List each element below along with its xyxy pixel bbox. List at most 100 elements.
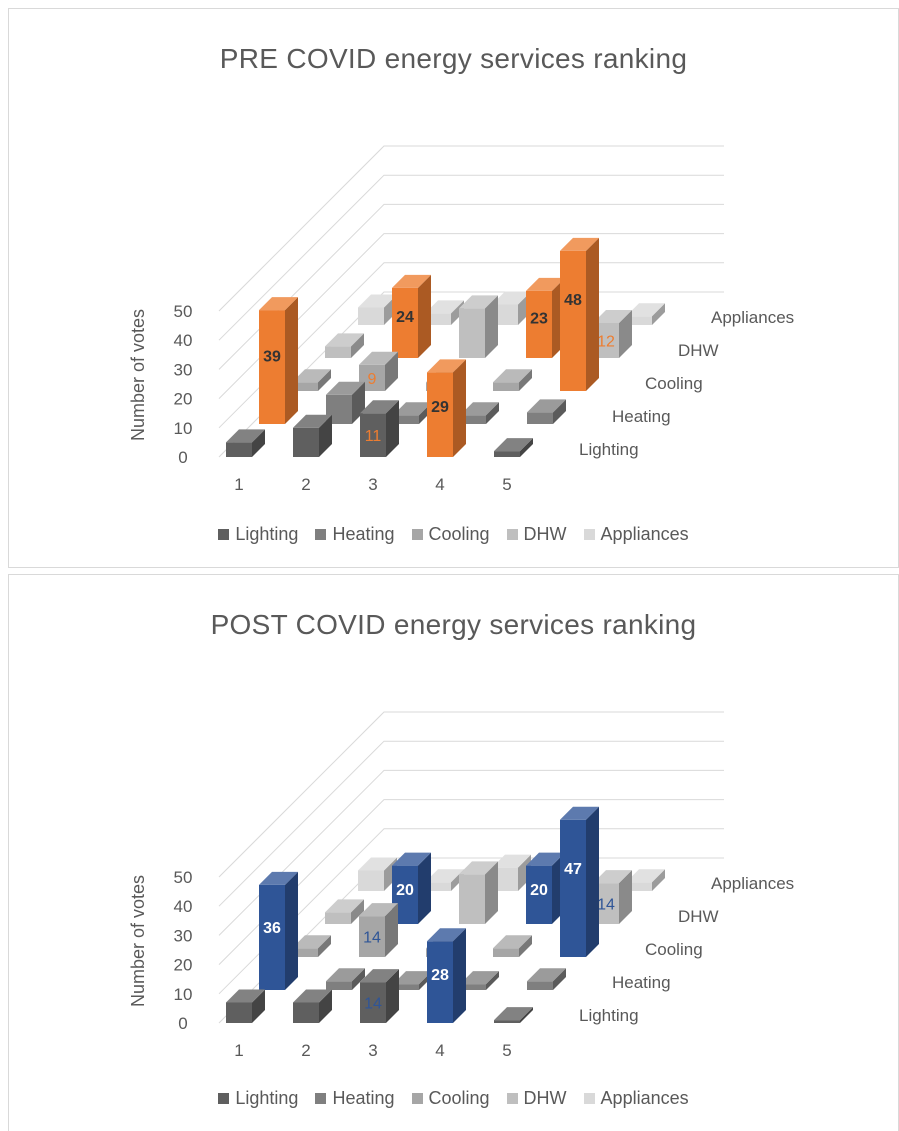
bar-front-face (494, 1020, 520, 1023)
bar-side-face (386, 400, 399, 457)
bar-side-face (319, 414, 332, 457)
bar-top-face (459, 861, 498, 875)
series-axis-label: Appliances (711, 874, 794, 893)
bar-appliances-3 (492, 854, 531, 891)
y-tick-label: 30 (174, 926, 193, 945)
bar-side-face (285, 871, 298, 990)
bar-top-face (360, 969, 399, 983)
bar-top-face (460, 971, 499, 985)
bar-front-face (393, 984, 419, 990)
bar-dhw-2: 24 (392, 274, 431, 358)
bar-front-face (358, 307, 384, 325)
bar-top-face (392, 852, 431, 866)
y-tick-label: 20 (174, 390, 193, 409)
data-label: 20 (396, 882, 414, 899)
bar-side-face (485, 295, 498, 358)
bar-heating-4 (460, 971, 499, 990)
legend-label: Lighting (235, 1088, 299, 1108)
bar-front-face (292, 382, 318, 391)
legend-label: Cooling (428, 524, 490, 544)
legend-swatch (583, 1093, 595, 1104)
series-axis-label: Lighting (579, 440, 639, 459)
bar-appliances-1 (358, 857, 397, 891)
x-tick-label: 2 (301, 1041, 310, 1060)
series-axis-label: DHW (678, 907, 719, 926)
bar-heating-1: 39 (259, 297, 298, 424)
bar-dhw-1 (325, 899, 364, 924)
legend-item: DHW (506, 524, 567, 545)
x-tick-label: 4 (435, 1041, 444, 1060)
bar-top-face (358, 857, 397, 871)
bar-cooling-4 (493, 369, 532, 391)
bar-side-face (352, 968, 365, 990)
bar-appliances-1 (358, 294, 397, 325)
bar-front-face (292, 948, 318, 957)
y-tick-label: 0 (178, 1014, 187, 1033)
x-tick-label: 3 (368, 1041, 377, 1060)
chart-title: PRE COVID energy services ranking (219, 43, 688, 74)
bar-front-face (494, 451, 520, 457)
bar-side-face (520, 438, 533, 457)
bar-front-face (360, 413, 386, 457)
bar-top-face (493, 935, 532, 949)
bar-top-face (492, 291, 531, 305)
data-label: 36 (263, 920, 281, 937)
bar-lighting-2 (293, 414, 332, 457)
y-tick-label: 10 (174, 419, 193, 438)
bar-front-face (427, 372, 453, 457)
y-tick-label: 30 (174, 360, 193, 379)
series-axis-labels: Lighting Heating Cooling DHW Appliances (579, 874, 794, 1025)
bar-lighting-4: 29 (427, 359, 466, 457)
bar-front-face (492, 304, 518, 325)
bar-dhw-5: 14 (593, 870, 632, 924)
legend-label: DHW (523, 1088, 567, 1108)
bar-front-face (293, 1002, 319, 1023)
bar-heating-2 (326, 381, 365, 424)
bar-side-face (553, 968, 566, 990)
gridline (218, 711, 724, 878)
bar-front-face (493, 948, 519, 957)
legend-item: Appliances (583, 1088, 689, 1109)
data-label: 28 (431, 967, 449, 984)
bar-top-face (427, 928, 466, 942)
y-tick-label: 0 (178, 448, 187, 467)
bar-lighting-3: 14 (360, 969, 399, 1023)
bar-lighting-2 (293, 989, 332, 1023)
bar-side-face (418, 852, 431, 924)
bar-cooling-4 (493, 935, 532, 957)
bar-side-face (485, 861, 498, 924)
bar-side-face (252, 989, 265, 1023)
bar-top-face (393, 971, 432, 985)
bar-side-face (252, 429, 265, 457)
bar-dhw-5: 12 (593, 309, 632, 358)
bar-front-face (593, 322, 619, 358)
x-tick-label: 5 (502, 1041, 511, 1060)
bar-heating-5 (527, 399, 566, 424)
y-tick-label: 50 (174, 868, 193, 887)
y-tick-label: 40 (174, 897, 193, 916)
bar-lighting-4: 28 (427, 928, 466, 1023)
legend-swatch (218, 529, 230, 540)
bar-top-face (492, 854, 531, 868)
data-label: 14 (364, 996, 382, 1013)
x-tick-label: 3 (368, 475, 377, 494)
bar-top-face (292, 369, 331, 383)
bar-side-face (652, 869, 665, 891)
x-tick-label: 5 (502, 475, 511, 494)
bar-appliances-2 (425, 300, 464, 325)
bar-front-face (226, 1002, 252, 1023)
bar-cooling-5: 48 (560, 237, 599, 391)
bar-top-face (259, 297, 298, 311)
bar-front-face (326, 981, 352, 990)
bar-front-face (326, 394, 352, 424)
data-label: 12 (597, 333, 615, 350)
bar-front-face (560, 250, 586, 391)
bar-front-face (593, 883, 619, 924)
data-label: 11 (365, 428, 382, 445)
post-covid-chart-plot: 0 10 20 30 40 50 Number of votes 1 2 3 4 5 Lighting H… (128, 711, 794, 1060)
bar-front-face (427, 941, 453, 1023)
legend-item: Heating (315, 524, 395, 545)
y-axis-ticks: 0 10 20 30 40 50 (174, 868, 193, 1033)
bar-cooling-5: 47 (560, 806, 599, 957)
